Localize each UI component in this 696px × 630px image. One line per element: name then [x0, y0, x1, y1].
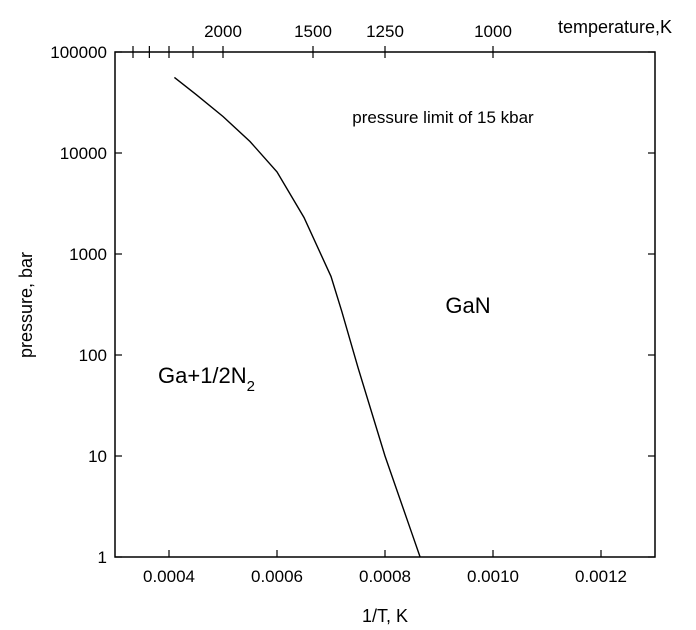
left-axis-ticks: 1 10 100 1000 10000 100000	[50, 43, 655, 567]
x-tick-label: 0.0012	[575, 567, 627, 586]
top-axis-title: temperature,K	[558, 17, 672, 37]
bottom-axis-ticks: 0.0004 0.0006 0.0008 0.0010 0.0012	[143, 550, 627, 586]
annotation-pressure-limit: pressure limit of 15 kbar	[352, 108, 534, 127]
x-tick-label: 0.0008	[359, 567, 411, 586]
annotation-ga-n2-main: Ga+1/2N	[158, 363, 247, 388]
x-tick-label: 0.0006	[251, 567, 303, 586]
y-tick-label: 1	[98, 548, 107, 567]
plot-frame	[114, 51, 656, 558]
top-tick-label: 2000	[204, 22, 242, 41]
y-tick-label: 1000	[69, 245, 107, 264]
series-layer	[173, 76, 421, 558]
top-axis-ticks: 2000 1500 1250 1000	[132, 22, 512, 58]
y-tick-label: 10000	[60, 144, 107, 163]
top-tick-label: 1250	[366, 22, 404, 41]
y-tick-label: 100	[79, 346, 107, 365]
x-tick-label: 0.0010	[467, 567, 519, 586]
annotation-gan: GaN	[445, 293, 490, 318]
x-axis-title: 1/T, K	[362, 606, 408, 626]
annotation-ga-n2: Ga+1/2N2	[158, 363, 255, 395]
y-tick-label: 10	[88, 447, 107, 466]
top-tick-label: 1500	[294, 22, 332, 41]
y-tick-label: 100000	[50, 43, 107, 62]
annotation-ga-n2-subscript: 2	[247, 378, 255, 395]
top-tick-label: 1000	[474, 22, 512, 41]
x-tick-label: 0.0004	[143, 567, 195, 586]
y-axis-title: pressure, bar	[16, 252, 36, 358]
phase-boundary-line	[173, 76, 421, 558]
